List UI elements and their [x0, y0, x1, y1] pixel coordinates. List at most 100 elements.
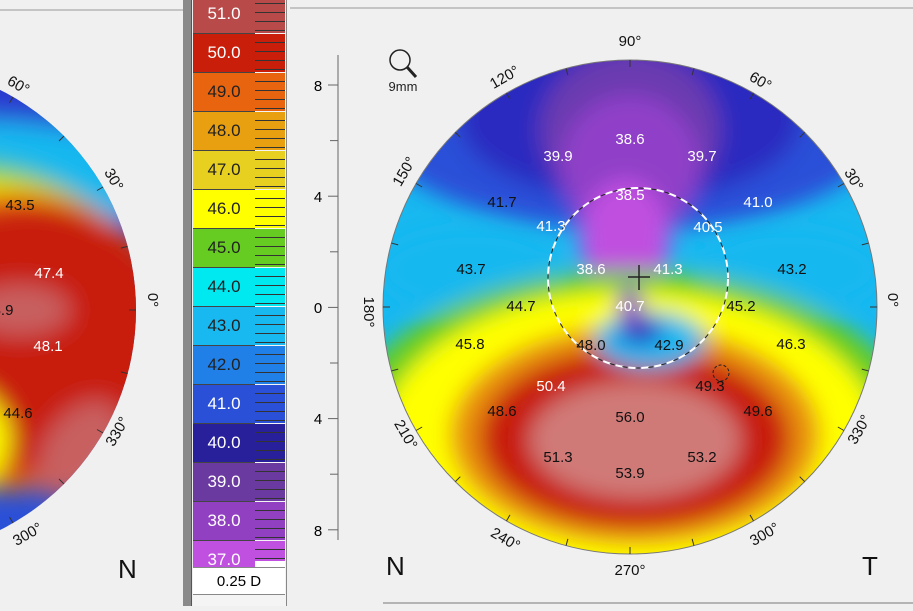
color-scale-entry: 48.0 [193, 112, 255, 151]
angle-tick [415, 426, 423, 431]
angle-tick [415, 183, 423, 188]
orientation-nasal-label: N [386, 551, 405, 581]
color-scale-swatch [255, 0, 285, 33]
map-value: 46.3 [776, 336, 805, 353]
angle-tick [506, 514, 511, 522]
angle-label-300: 300° [747, 519, 782, 549]
main-map-colors [383, 60, 877, 554]
angle-tick [58, 478, 65, 485]
left-map-canvas: 60° 30° 0° 330° 300° 43.5 47.4 8.9 48.1 … [0, 9, 183, 584]
map-value: 41.3 [536, 218, 565, 235]
angle-tick [861, 368, 869, 372]
panel-splitter[interactable] [183, 0, 192, 606]
angle-tick [9, 96, 14, 104]
angle-label-300: 300° [10, 519, 45, 549]
main-map-ticks [383, 60, 877, 554]
color-scale-entry: 39.0 [193, 463, 255, 502]
map-values: 38.6 39.9 39.7 38.5 41.7 41.0 41.3 40.5 43.7 38.6… [455, 131, 806, 482]
y-axis-label: 4 [314, 411, 322, 428]
color-scale-legend: 51.0 50.0 49.0 48.0 47.0 46.0 45.0 44.0 43.0 42.0… [193, 0, 287, 606]
map-value: 40.5 [693, 219, 722, 236]
y-axis-label: 0 [314, 300, 322, 317]
angle-tick [120, 245, 128, 249]
angle-label-240: 240° [488, 524, 523, 554]
map-value: 48.0 [576, 337, 605, 354]
scale-step-label: 0.25 D [193, 567, 285, 595]
angle-tick [837, 183, 845, 188]
orientation-nasal-label: N [118, 554, 137, 584]
color-scale-entry: 40.0 [193, 424, 255, 463]
angle-label-150: 150° [389, 154, 419, 189]
map-value: 38.5 [615, 187, 644, 204]
map-value: 39.7 [687, 148, 716, 165]
y-axis-label: 4 [314, 189, 322, 206]
color-scale-entry: 51.0 [193, 0, 255, 34]
map-value: 40.7 [615, 298, 644, 315]
angle-label-270: 270° [614, 562, 645, 579]
angle-tick [691, 68, 695, 76]
orientation-temporal-label: T [862, 551, 878, 581]
map-value: 43.7 [456, 261, 485, 278]
map-value: 38.6 [615, 131, 644, 148]
color-scale-entry: 49.0 [193, 73, 255, 112]
color-scale-entry: 45.0 [193, 229, 255, 268]
angle-tick [120, 371, 128, 375]
angle-tick [391, 368, 399, 372]
left-topography-map: 60° 30° 0° 330° 300° 43.5 47.4 8.9 48.1 … [0, 0, 183, 606]
angle-tick [799, 476, 806, 483]
color-scale-entry: 46.0 [193, 190, 255, 229]
color-scale-entry: 47.0 [193, 151, 255, 190]
main-map-canvas: 8 4 0 4 8 9mm [290, 7, 913, 604]
main-topography-map: 8 4 0 4 8 9mm [287, 0, 913, 606]
angle-tick [749, 514, 754, 522]
color-scale-swatch [255, 346, 285, 384]
angle-tick [454, 131, 461, 138]
color-scale-entry: 44.0 [193, 268, 255, 307]
color-scale-entry: 42.0 [193, 346, 255, 385]
angle-tick [861, 242, 869, 246]
color-scale-swatch [255, 73, 285, 111]
left-map-ticks [9, 96, 136, 524]
pupil-center-cross [628, 265, 650, 290]
angle-label-180: 180° [360, 296, 377, 327]
angle-tick [96, 429, 104, 434]
y-axis-label: 8 [314, 78, 322, 95]
color-scale-swatch [255, 151, 285, 189]
map-value: 38.6 [576, 261, 605, 278]
map-value: 51.3 [543, 449, 572, 466]
map-value: 39.9 [543, 148, 572, 165]
color-scale-entry: 41.0 [193, 385, 255, 424]
map-value: 45.2 [726, 298, 755, 315]
angle-label-60: 60° [746, 69, 774, 95]
map-value: 53.9 [615, 465, 644, 482]
map-value: 53.2 [687, 449, 716, 466]
angle-tick [454, 476, 461, 483]
angle-tick [58, 135, 65, 142]
color-scale-swatch [255, 463, 285, 501]
angle-tick [96, 186, 104, 191]
color-scale-swatch [255, 34, 285, 72]
color-scale-swatch [255, 190, 285, 228]
magnifier-icon[interactable] [389, 49, 418, 79]
map-value: 8.9 [0, 302, 13, 319]
map-value: 50.4 [536, 378, 565, 395]
map-value: 47.4 [34, 265, 63, 282]
apex-marker [712, 364, 730, 382]
angle-tick [565, 68, 569, 76]
color-scale-swatch [255, 385, 285, 423]
angle-tick [506, 92, 511, 100]
map-value: 48.6 [487, 403, 516, 420]
color-scale-entry: 43.0 [193, 307, 255, 346]
angle-tick [837, 426, 845, 431]
color-scale-swatch [255, 502, 285, 540]
angle-tick [749, 92, 754, 100]
color-scale-swatch [255, 424, 285, 462]
zoom-level-label: 9mm [389, 79, 418, 94]
map-value: 41.3 [653, 261, 682, 278]
angle-label-0: 0° [884, 293, 901, 307]
map-value: 44.6 [3, 405, 32, 422]
map-value: 44.7 [506, 298, 535, 315]
map-value: 43.2 [777, 261, 806, 278]
map-value: 41.0 [743, 194, 772, 211]
angle-tick [391, 242, 399, 246]
